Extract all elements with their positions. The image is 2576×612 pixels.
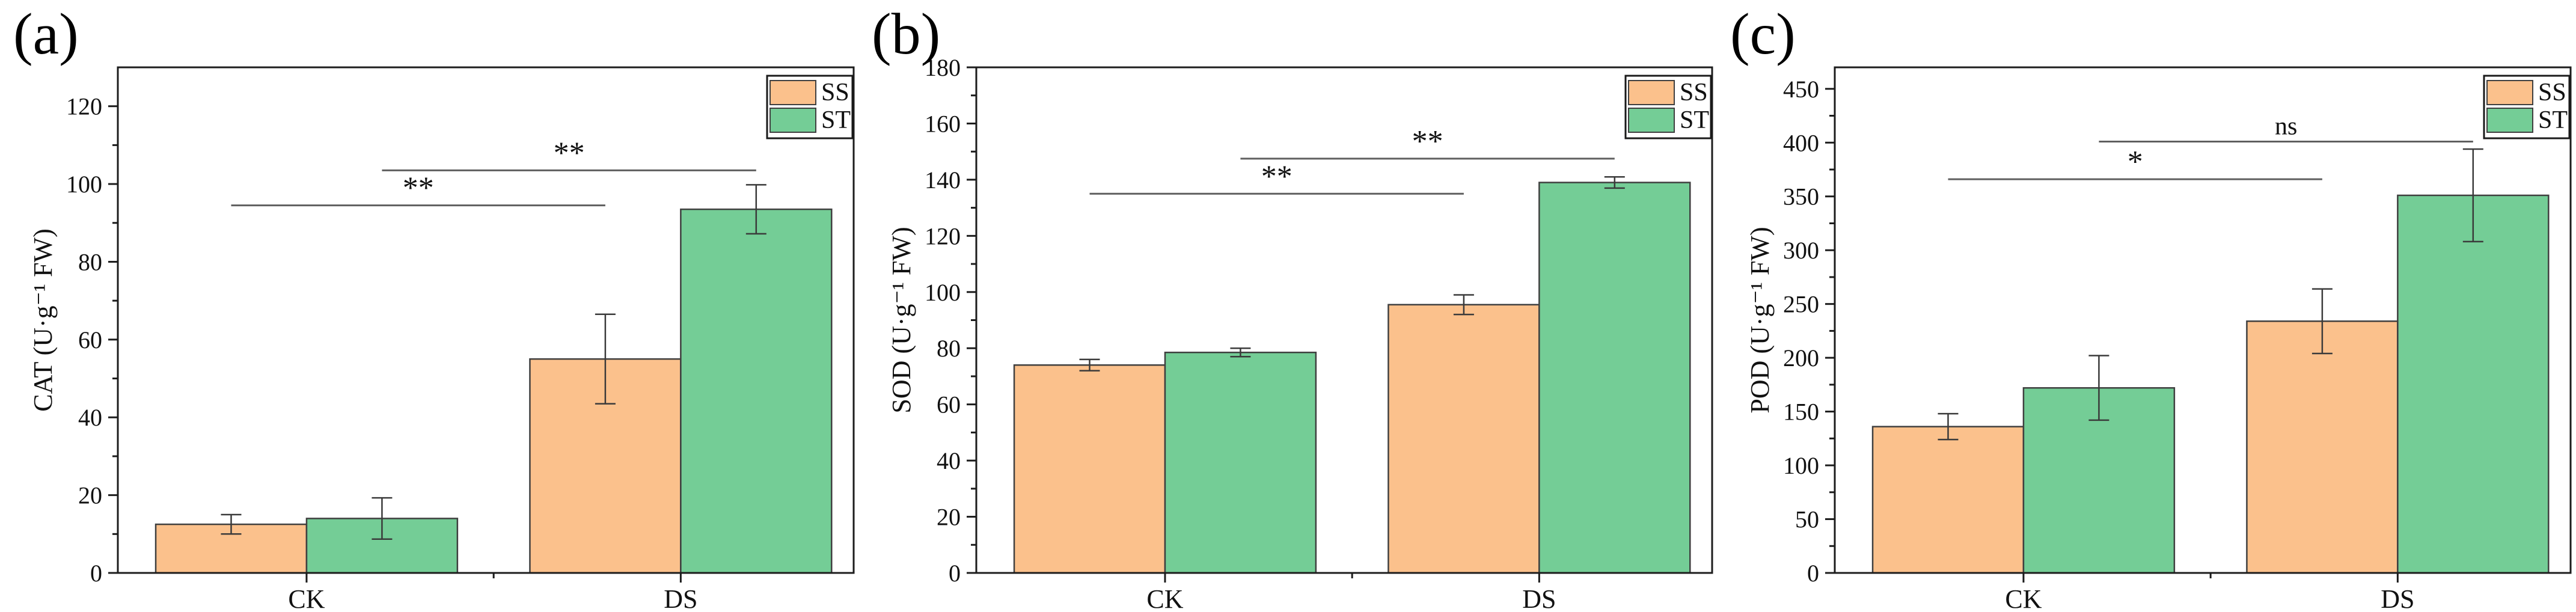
panel-c: (c) * ns 0 50 100 150 200 250 300 350 400 450 CK DS PO…: [1717, 0, 2575, 612]
x-tick-label-ds: DS: [2381, 584, 2414, 612]
y-tick-label: 120: [925, 222, 961, 249]
y-tick-label: 80: [937, 335, 961, 362]
y-tick-label: 80: [78, 248, 102, 275]
y-tick-label: 60: [937, 391, 961, 418]
legend-label-st: ST: [2538, 106, 2568, 134]
error-bar-ds-st: [1604, 176, 1625, 189]
y-tick-label: 200: [1783, 344, 1819, 372]
bar-ds-st: [680, 208, 833, 574]
significance-label-2: **: [1412, 124, 1443, 159]
y-axis-ticks: [108, 105, 118, 574]
y-tick-label: 0: [90, 560, 102, 587]
y-tick-label: 100: [66, 171, 102, 198]
legend-swatch-ss: [2486, 80, 2533, 105]
x-tick-label-ck: CK: [2005, 584, 2042, 612]
y-tick-label: 180: [925, 54, 961, 81]
y-tick-label: 300: [1783, 237, 1819, 264]
y-tick-label: 50: [1795, 506, 1819, 533]
y-tick-label: 0: [949, 560, 961, 587]
y-axis-title: CAT (U·g⁻¹ FW): [28, 228, 58, 411]
y-tick-label: 100: [1783, 452, 1819, 479]
legend-swatch-ss: [769, 80, 816, 105]
bar-ds-ss: [1387, 304, 1540, 574]
y-tick-label: 40: [78, 404, 102, 431]
x-axis-ticks: [2022, 573, 2399, 583]
panel-c-letter: (c): [1730, 2, 1796, 67]
y-tick-label: 40: [937, 447, 961, 474]
y-tick-label: 100: [925, 279, 961, 306]
x-tick-label-ds: DS: [1522, 584, 1556, 612]
panel-a-letter: (a): [13, 2, 79, 67]
bar-ds-st: [1538, 182, 1691, 574]
y-tick-label: 120: [66, 93, 102, 120]
y-tick-label: 400: [1783, 129, 1819, 156]
error-bar-ck-ss: [1938, 412, 1959, 441]
panel-b: (b) ** ** 0 20 40 60 80 100 120 140 160 180 CK DS SOD …: [858, 0, 1717, 612]
x-tick-label-ck: CK: [1146, 584, 1183, 612]
error-bar-ds-ss: [595, 313, 616, 405]
y-tick-label: 160: [925, 110, 961, 137]
y-tick-label: 60: [78, 326, 102, 353]
legend-swatch-st: [769, 108, 816, 133]
panel-b-letter: (b): [872, 2, 941, 67]
significance-label-1: **: [403, 171, 434, 206]
y-tick-label: 0: [1807, 560, 1819, 587]
plot-border: [117, 66, 855, 574]
significance-label-1: *: [2128, 145, 2143, 179]
bar-ds-ss: [2246, 320, 2399, 574]
y-tick-label: 250: [1783, 291, 1819, 318]
error-bar-ck-st: [2088, 355, 2109, 421]
y-tick-label: 140: [925, 167, 961, 194]
error-bar-ds-st: [2462, 148, 2483, 243]
legend-swatch-ss: [1628, 80, 1675, 105]
legend-label-ss: SS: [821, 79, 849, 106]
bar-ck-ss: [1013, 364, 1166, 574]
sod-bar-chart: ** ** 0 20 40 60 80 100 120 140 160 180 CK DS SOD (U·g…: [887, 54, 1713, 612]
x-axis-ticks: [305, 573, 682, 583]
significance-label-1: **: [1261, 159, 1293, 194]
legend-label-ss: SS: [1680, 79, 1708, 106]
error-bar-ds-ss: [1453, 294, 1474, 316]
error-bar-ck-ss: [221, 513, 242, 535]
legend-label-ss: SS: [2538, 79, 2566, 106]
significance-label-2: **: [554, 136, 585, 170]
x-axis-ticks: [1164, 573, 1540, 583]
y-tick-label: 20: [78, 482, 102, 509]
y-axis-ticks: [967, 66, 976, 574]
significance-label-2: ns: [2275, 112, 2297, 140]
y-axis-ticks: [1825, 88, 1835, 574]
y-tick-label: 350: [1783, 183, 1819, 210]
x-tick-label-ck: CK: [288, 584, 325, 612]
y-tick-label: 20: [937, 504, 961, 531]
error-bar-ds-ss: [2311, 288, 2333, 355]
panel-a: (a) ** ** 0 20 40 60 80 100 120 CK DS CAT (U·g⁻¹ FW…: [0, 0, 858, 612]
y-axis-title: SOD (U·g⁻¹ FW): [887, 227, 916, 413]
plot-border: [1834, 66, 2572, 574]
legend-label-st: ST: [821, 106, 851, 134]
bar-ck-ss: [1871, 426, 2025, 574]
bar-ck-st: [1164, 351, 1317, 574]
bar-ds-st: [2397, 194, 2550, 574]
error-bar-ck-st: [1230, 347, 1251, 358]
y-axis-title: POD (U·g⁻¹ FW): [1745, 227, 1775, 413]
error-bar-ds-st: [745, 184, 766, 235]
legend-swatch-st: [1628, 108, 1675, 133]
legend-swatch-st: [2486, 108, 2533, 133]
pod-bar-chart: * ns 0 50 100 150 200 250 300 350 400 450 CK DS POD (U…: [1745, 66, 2572, 612]
y-tick-label: 150: [1783, 399, 1819, 426]
error-bar-ck-ss: [1079, 358, 1100, 372]
x-tick-label-ds: DS: [664, 584, 697, 612]
y-tick-label: 450: [1783, 76, 1819, 103]
cat-bar-chart: ** ** 0 20 40 60 80 100 120 CK DS CAT (U·g⁻¹ FW) SSS…: [28, 66, 855, 612]
legend-label-st: ST: [1680, 106, 1709, 134]
error-bar-ck-st: [372, 497, 393, 540]
